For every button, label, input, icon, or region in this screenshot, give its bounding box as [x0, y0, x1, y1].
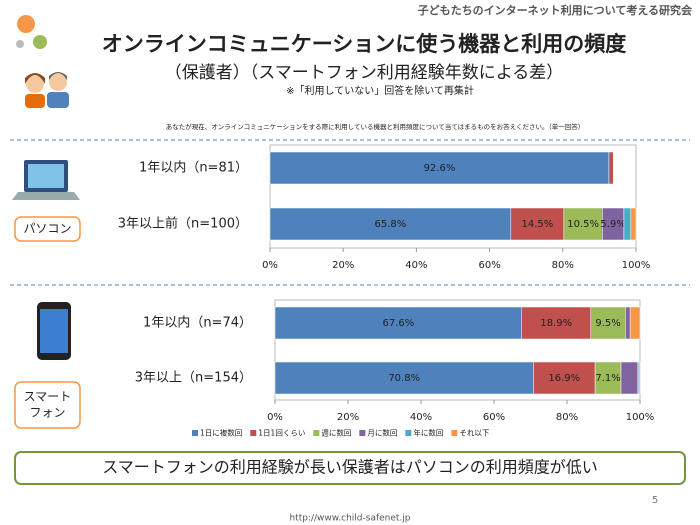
data-label: 70.8%: [388, 373, 420, 384]
data-label: 5.9%: [600, 219, 625, 230]
legend-swatch: [250, 430, 257, 436]
legend-label: それ以下: [459, 429, 489, 438]
legend-swatch: [192, 430, 198, 436]
x-tick-label: 20%: [337, 412, 359, 423]
data-label: 92.6%: [424, 163, 456, 174]
bar-segment: [521, 306, 591, 340]
bar-segment: [533, 361, 596, 395]
page-number: 5: [652, 495, 658, 506]
header: 子どもたちのインターネット利用について考える研究会: [418, 3, 693, 17]
x-tick-label: 100%: [626, 412, 655, 423]
x-tick-label: 60%: [478, 260, 500, 271]
data-label: 18.9%: [540, 318, 572, 329]
category-label: 3年以上（n=154）: [135, 371, 252, 386]
plot-area: [274, 299, 641, 401]
note: ※「利用していない」回答を除いて再集計: [286, 84, 474, 97]
device-label: フォン: [29, 406, 65, 420]
category-label: 3年以上前（n=100）: [118, 216, 248, 232]
bar-segment: [620, 361, 639, 395]
category-label: 1年以内（n=81）: [139, 160, 248, 176]
data-label: 7.1%: [595, 373, 620, 384]
data-label: 9.5%: [595, 318, 620, 329]
legend-label: 年に数回: [413, 428, 443, 438]
x-tick-label: 80%: [556, 412, 578, 423]
bar-segment: [269, 207, 512, 241]
bar-segment: [274, 306, 522, 340]
bar-segment: [594, 361, 622, 395]
bar-segment: [629, 306, 641, 340]
decoration: [17, 15, 35, 33]
bar-segment: [623, 207, 632, 241]
device-label: パソコン: [23, 222, 71, 236]
url: http://www.child-safenet.jp: [289, 514, 410, 524]
legend-label: 1日1回くらい: [258, 429, 305, 438]
legend-label: 月に数回: [367, 428, 397, 438]
x-tick-label: 40%: [405, 260, 427, 271]
legend-label: 1日に複数回: [200, 428, 242, 438]
conclusion: スマートフォンの利用経験が長い保護者はパソコンの利用頻度が低い: [102, 458, 598, 477]
plot-area: [269, 144, 637, 249]
device-box: [14, 216, 81, 242]
legend-swatch: [359, 430, 366, 436]
phone-icon: [37, 302, 71, 360]
category-label: 1年以内（n=74）: [143, 315, 252, 331]
decoration: [16, 40, 24, 48]
data-label: 10.5%: [567, 219, 599, 230]
bar-segment: [630, 207, 637, 241]
legend-label: 週に数回: [321, 428, 351, 438]
x-tick-label: 80%: [552, 260, 574, 271]
device-box: [14, 381, 81, 429]
decoration: [33, 35, 47, 49]
family-icon: [25, 72, 69, 108]
bar-segment: [274, 361, 534, 395]
x-tick-label: 0%: [262, 260, 278, 271]
laptop-icon: [12, 160, 80, 200]
legend-swatch: [451, 430, 458, 436]
data-label: 67.6%: [382, 318, 414, 329]
x-tick-label: 0%: [267, 412, 283, 423]
device-label: スマート: [24, 390, 72, 404]
conclusion-box: [14, 451, 686, 485]
subtitle: （保護者）（スマートフォン利用経験年数による差）: [165, 63, 563, 83]
data-label: 14.5%: [521, 219, 553, 230]
data-label: 16.9%: [548, 373, 580, 384]
question: あなたが現在、オンラインコミュニケーションをする際に利用している機器と利用頻度に…: [166, 122, 584, 131]
x-tick-label: 60%: [483, 412, 505, 423]
x-tick-label: 40%: [410, 412, 432, 423]
title: オンラインコミュニケーションに使う機器と利用の頻度: [102, 32, 627, 56]
legend-swatch: [313, 430, 320, 436]
bar-segment: [638, 361, 641, 395]
x-tick-label: 100%: [622, 260, 651, 271]
bar-segment: [590, 306, 626, 340]
bar-segment: [608, 151, 614, 185]
bar-segment: [625, 306, 631, 340]
legend-swatch: [405, 430, 412, 436]
data-label: 65.8%: [375, 219, 407, 230]
x-tick-label: 20%: [332, 260, 354, 271]
